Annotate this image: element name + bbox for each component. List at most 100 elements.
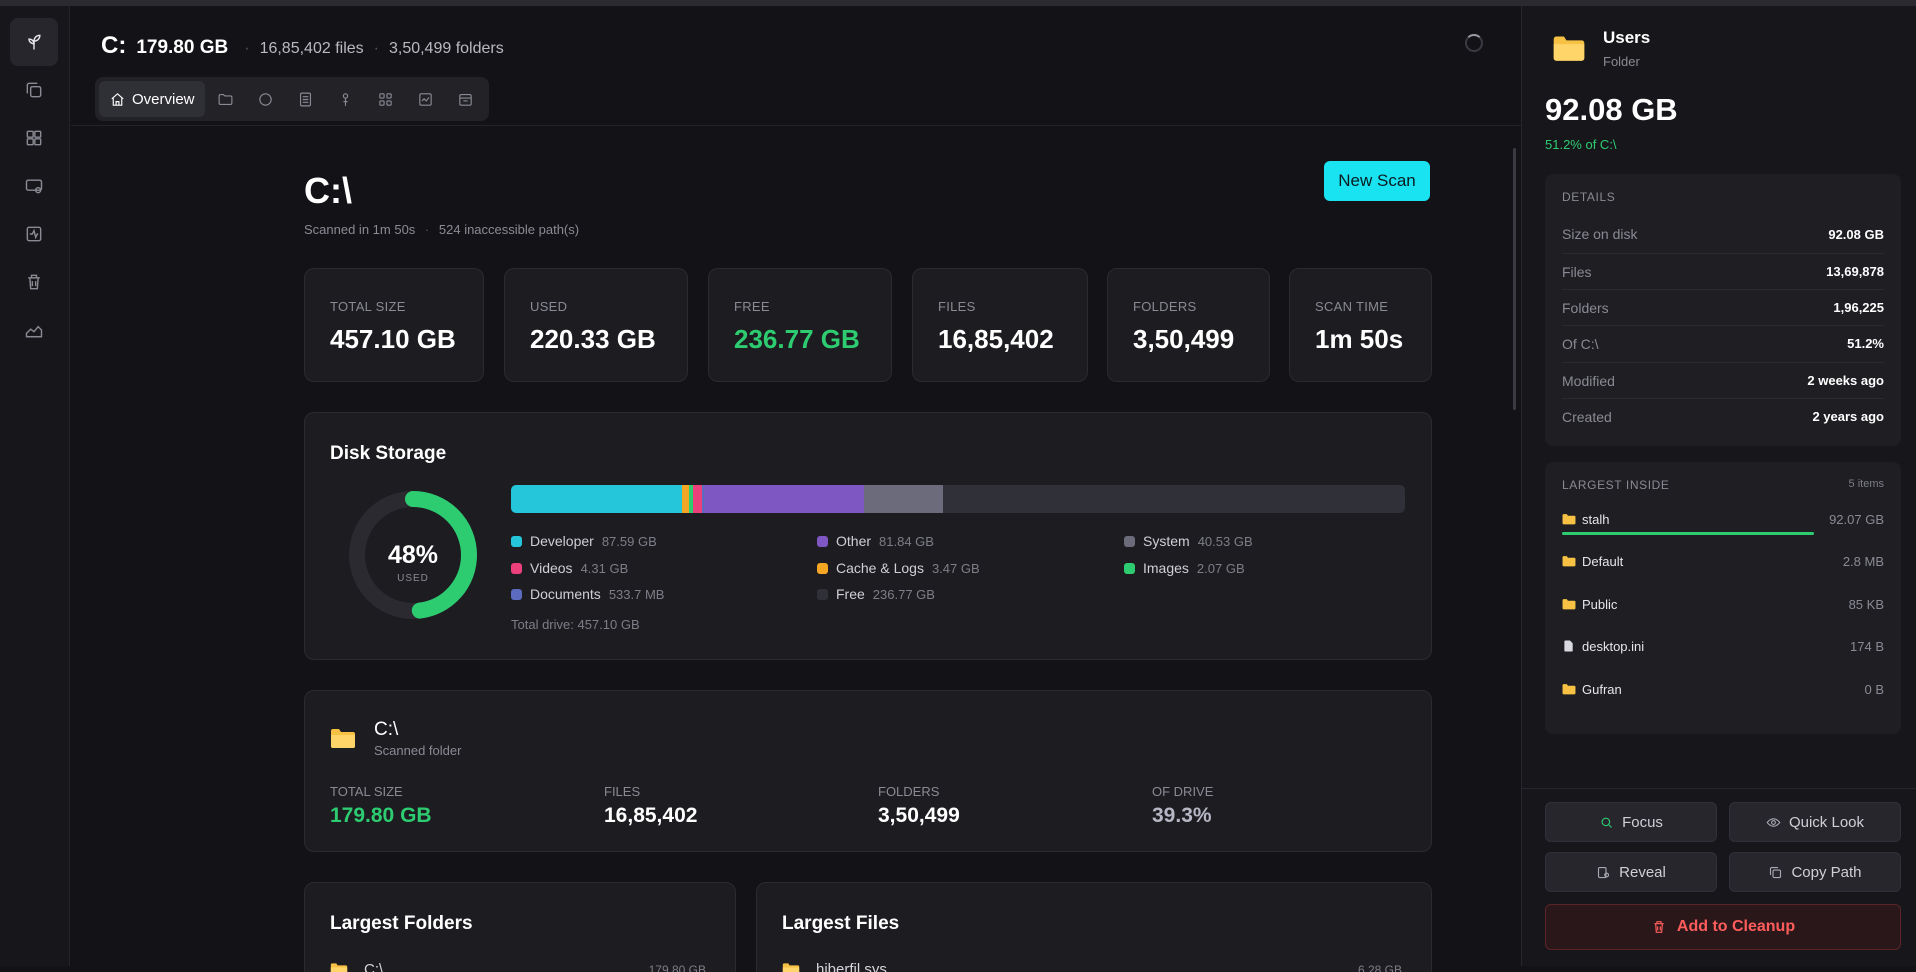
loading-spinner-icon <box>1465 34 1483 52</box>
largest-folders-title: Largest Folders <box>330 913 473 934</box>
largest-folders-card: Largest Folders C:\ 179.80 GB <box>304 882 736 972</box>
legend-swatch <box>817 562 828 574</box>
scanned-folder-name: C:\ <box>374 719 399 740</box>
largest-inside-row[interactable]: Gufran 0 B <box>1562 672 1884 706</box>
detail-value: 2 years ago <box>1812 409 1884 424</box>
home-icon <box>111 92 124 106</box>
stat-card-free: FREE 236.77 GB <box>708 268 892 382</box>
detail-row: Files 13,69,878 <box>1562 253 1884 289</box>
scan-duration: Scanned in 1m 50s <box>304 222 416 237</box>
legend-other[interactable]: Other 81.84 GB <box>817 533 934 549</box>
item-name: Default <box>1582 553 1624 569</box>
largest-folder-row[interactable]: C:\ 179.80 GB <box>330 961 706 972</box>
copy-path-label: Copy Path <box>1791 863 1862 881</box>
legend-system[interactable]: System 40.53 GB <box>1124 533 1253 549</box>
usage-bar-segment-system[interactable] <box>863 485 943 513</box>
largest-file-name: hiberfil.sys <box>816 961 887 972</box>
detail-key: Size on disk <box>1562 226 1638 242</box>
disk-storage-card: Disk Storage 48% USED Developer 87.59 GB… <box>304 412 1432 660</box>
usage-bar-segment-documents[interactable] <box>701 485 704 513</box>
category-usage-bar[interactable] <box>511 485 1405 513</box>
largest-inside-row[interactable]: desktop.ini 174 B <box>1562 629 1884 663</box>
detail-row: Folders 1,96,225 <box>1562 289 1884 325</box>
legend-images[interactable]: Images 2.07 GB <box>1124 560 1245 576</box>
legend-videos[interactable]: Videos 4.31 GB <box>511 560 628 576</box>
copy-path-button[interactable]: Copy Path <box>1729 852 1901 892</box>
tab-folders[interactable] <box>207 81 245 117</box>
stat-value: 220.33 GB <box>530 324 656 354</box>
folder-icon <box>1562 514 1576 525</box>
add-to-cleanup-button[interactable]: Add to Cleanup <box>1545 904 1901 950</box>
storage-leaf-icon <box>28 34 41 50</box>
legend-cache-logs[interactable]: Cache & Logs 3.47 GB <box>817 560 980 576</box>
tab-pinned[interactable] <box>327 81 365 117</box>
legend-name: Videos <box>530 560 573 576</box>
rail-drives-button[interactable] <box>10 162 58 210</box>
legend-free[interactable]: Free 236.77 GB <box>817 586 935 602</box>
largest-inside-row[interactable]: stalh 92.07 GB <box>1562 502 1884 536</box>
detail-key: Created <box>1562 408 1612 425</box>
usage-bar-segment-cache-logs[interactable] <box>682 485 690 513</box>
item-name: desktop.ini <box>1582 638 1645 654</box>
rail-cleanup-button[interactable] <box>10 258 58 306</box>
rail-apps-button[interactable] <box>10 114 58 162</box>
usage-bar-segment-images[interactable] <box>689 485 694 513</box>
item-size: 174 B <box>1850 638 1884 654</box>
stat-card-used: USED 220.33 GB <box>504 268 688 382</box>
legend-documents[interactable]: Documents 533.7 MB <box>511 586 664 602</box>
details-box: DETAILS Size on disk 92.08 GB Files 13,6… <box>1545 174 1901 446</box>
scanned-folder-card: C:\ Scanned folder TOTAL SIZE 179.80 GB … <box>304 690 1432 852</box>
focus-button[interactable]: Focus <box>1545 802 1717 842</box>
selected-item-share: 51.2% of C:\ <box>1545 137 1617 152</box>
donut-used-arc <box>349 491 477 619</box>
legend-swatch <box>511 535 522 547</box>
sf-total-size-value: 179.80 GB <box>330 804 432 827</box>
selected-item-size: 92.08 GB <box>1545 92 1678 127</box>
largest-file-size: 6.28 GB <box>1357 962 1402 972</box>
used-percent: 48% <box>387 541 439 569</box>
tab-grid[interactable] <box>367 81 405 117</box>
usage-bar-segment-other[interactable] <box>703 485 864 513</box>
tab-timeline[interactable] <box>447 81 485 117</box>
rail-history-button[interactable] <box>10 306 58 354</box>
rail-monitor-button[interactable] <box>10 210 58 258</box>
sf-files-value: 16,85,402 <box>604 804 698 827</box>
inaccessible-paths: 524 inaccessible path(s) <box>438 222 580 237</box>
tab-file-list[interactable] <box>287 81 325 117</box>
reveal-button[interactable]: Reveal <box>1545 852 1717 892</box>
folder-icon <box>782 963 800 972</box>
selected-item-type: Folder <box>1603 54 1640 69</box>
folder-icon <box>1553 36 1585 61</box>
stat-card-files: FILES 16,85,402 <box>912 268 1088 382</box>
legend-value: 533.7 MB <box>608 586 665 602</box>
legend-developer[interactable]: Developer 87.59 GB <box>511 533 657 549</box>
folder-icon <box>1562 556 1576 567</box>
rail-duplicates-button[interactable] <box>10 66 58 114</box>
legend-name: Cache & Logs <box>836 560 924 576</box>
usage-bar-segment-videos[interactable] <box>693 485 702 513</box>
folder-icon <box>331 729 355 748</box>
folder-icon <box>330 963 348 972</box>
largest-inside-row[interactable]: Default 2.8 MB <box>1562 544 1884 578</box>
tab-sunburst[interactable] <box>247 81 285 117</box>
tab-overview[interactable]: Overview <box>99 81 205 117</box>
quick-look-button[interactable]: Quick Look <box>1729 802 1901 842</box>
search-icon <box>1601 817 1612 828</box>
item-name: stalh <box>1582 511 1610 527</box>
rail-storage-button[interactable] <box>10 18 58 66</box>
sf-folders-label: FOLDERS <box>878 784 940 799</box>
view-tabs: Overview <box>95 77 489 121</box>
new-scan-button[interactable]: New Scan <box>1324 161 1430 201</box>
detail-value: 13,69,878 <box>1826 264 1884 279</box>
largest-file-row[interactable]: hiberfil.sys 6.28 GB <box>782 961 1402 972</box>
detail-value: 92.08 GB <box>1828 226 1884 242</box>
tab-activity[interactable] <box>407 81 445 117</box>
usage-bar-segment-developer[interactable] <box>511 485 683 513</box>
reveal-folder-icon <box>1598 866 1610 878</box>
main-scrollbar[interactable] <box>1513 148 1516 410</box>
legend-name: Images <box>1143 560 1189 576</box>
legend-swatch <box>817 535 828 547</box>
duplicate-icon <box>26 82 42 98</box>
detail-row: Size on disk 92.08 GB <box>1562 216 1884 252</box>
largest-inside-row[interactable]: Public 85 KB <box>1562 587 1884 621</box>
